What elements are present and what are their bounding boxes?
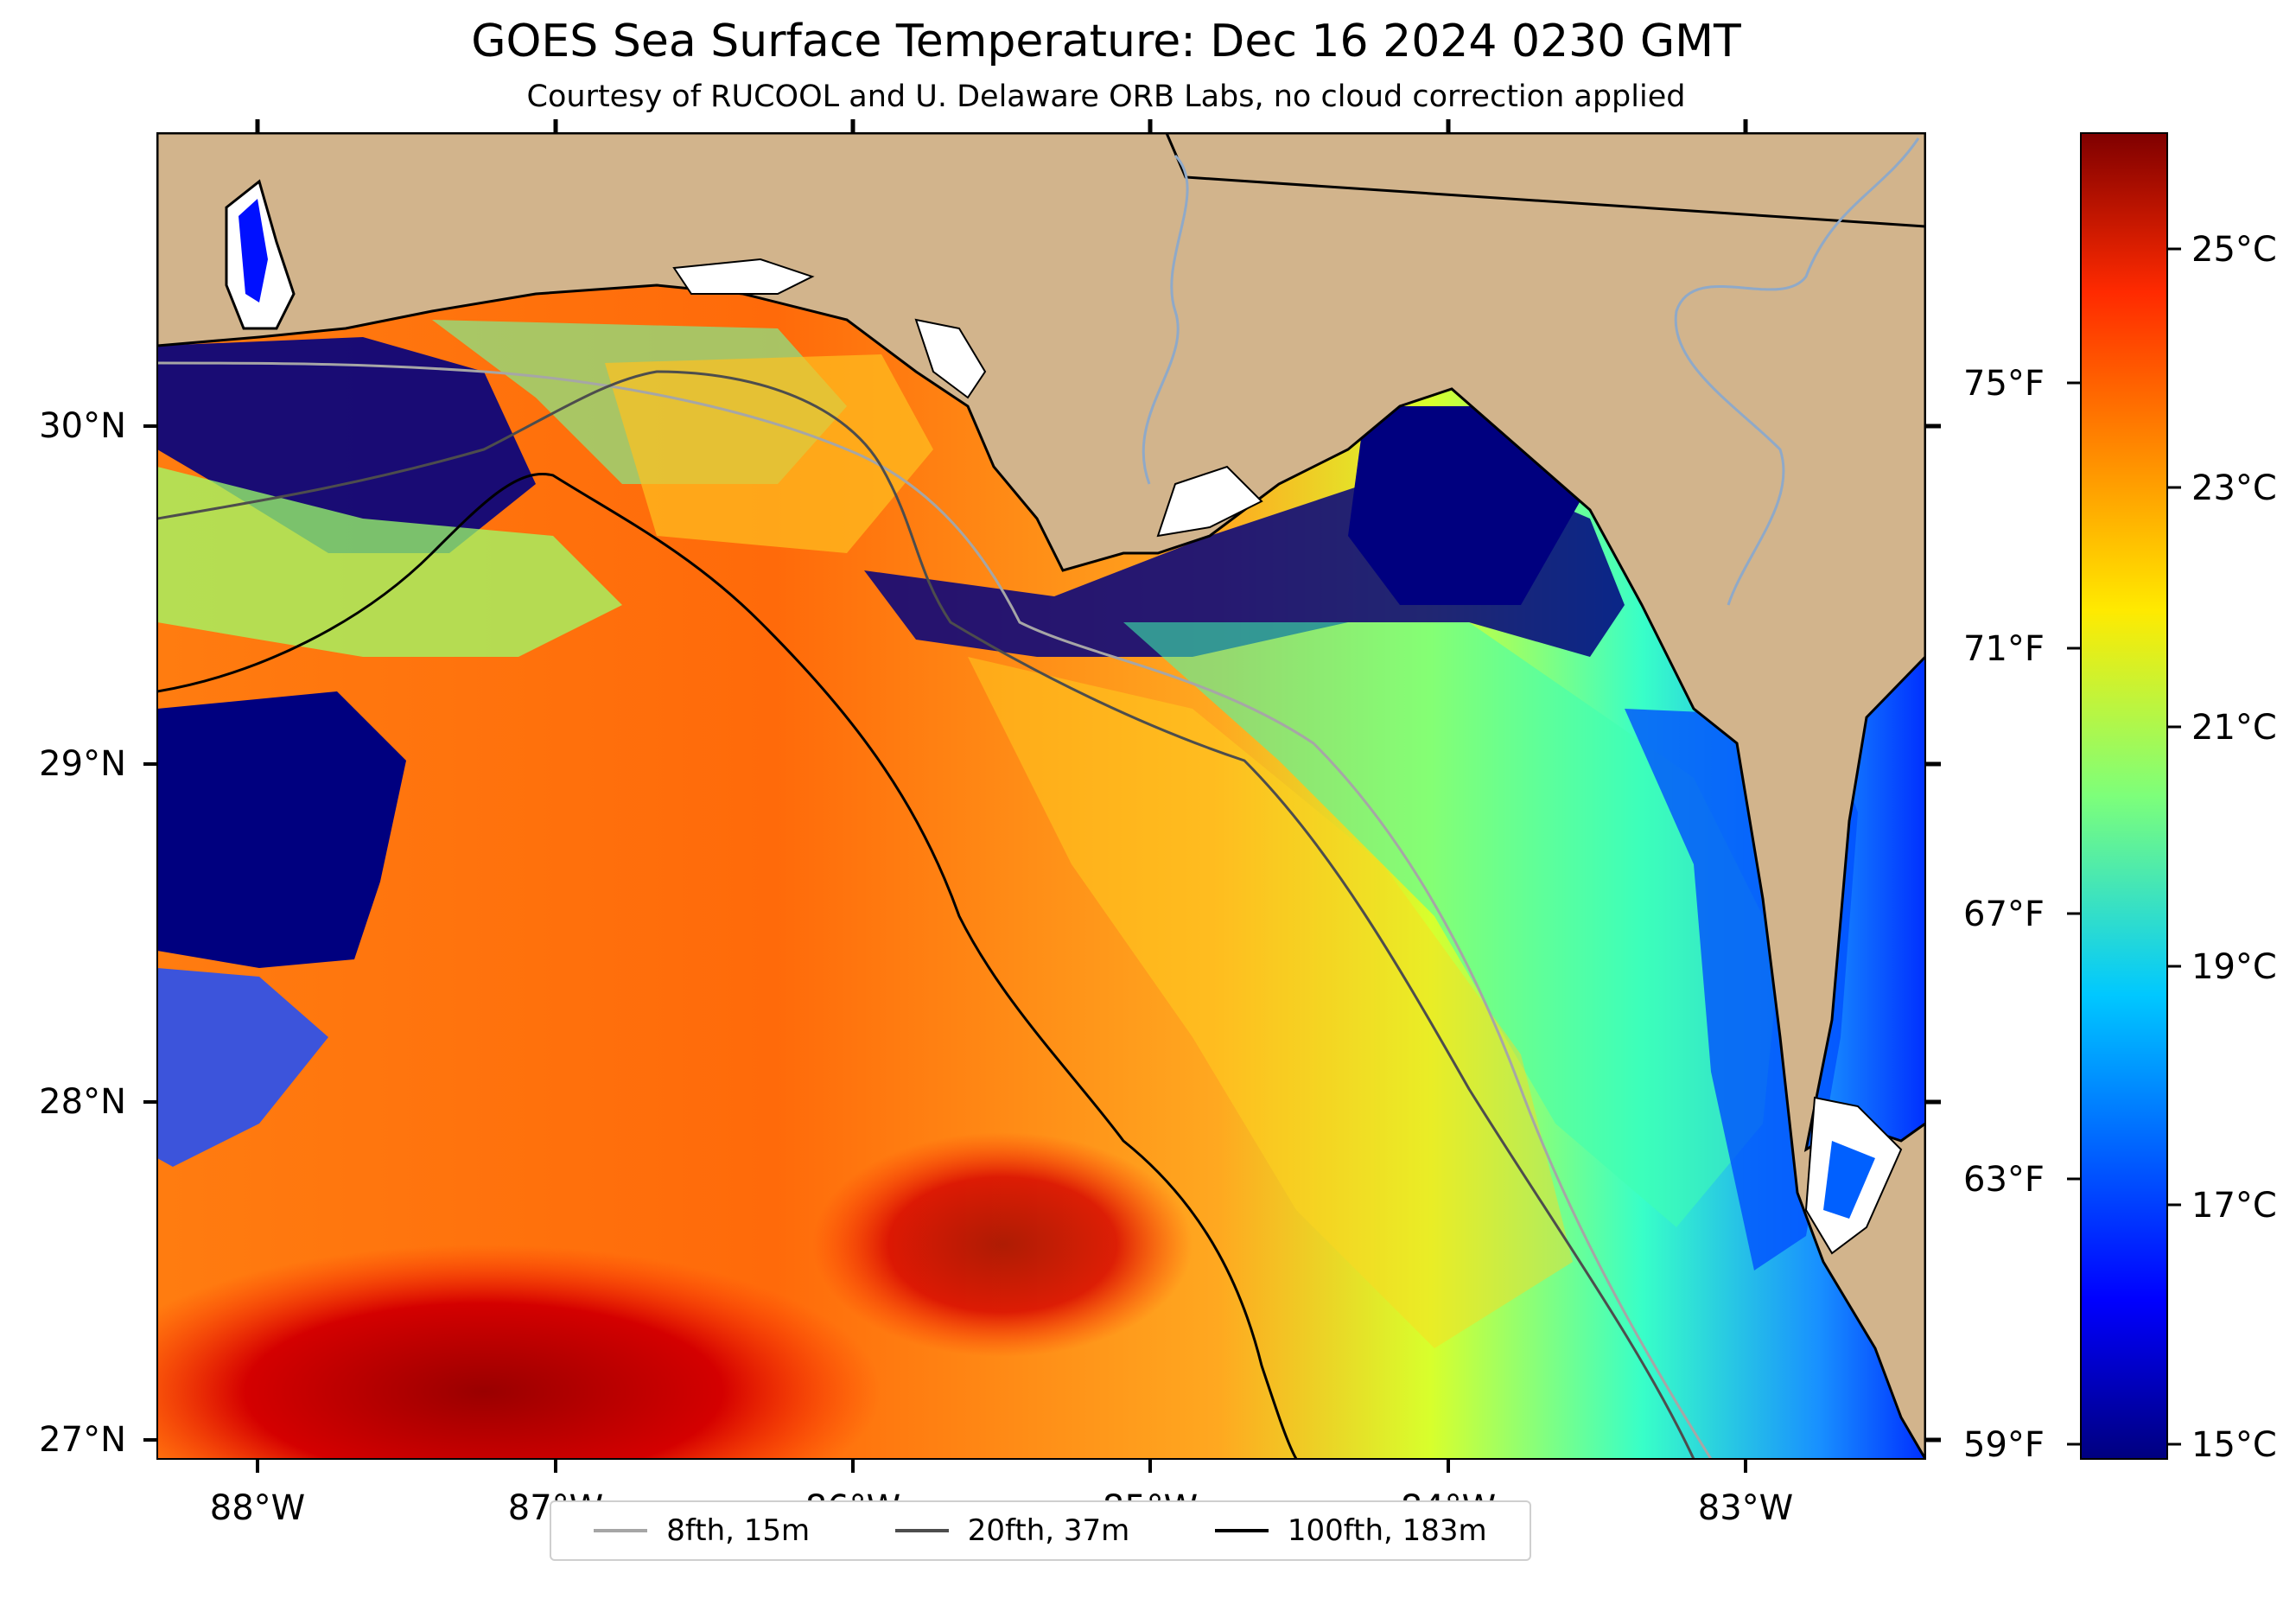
- warm-water-patch: [812, 1132, 1193, 1357]
- mixed-water-patch: [157, 467, 622, 657]
- lat-label-28n: 28°N: [39, 1082, 126, 1122]
- legend-label: 100fth, 183m: [1287, 1513, 1487, 1548]
- colorbar-label-75f: 75°F: [1963, 364, 2045, 404]
- river: [1674, 137, 1920, 606]
- lon-label-88w: 88°W: [210, 1488, 305, 1528]
- legend-swatch-light-gray: [594, 1529, 648, 1532]
- isobath-15m: [157, 361, 1713, 1459]
- lat-label-29n: 29°N: [39, 744, 126, 784]
- colorbar-label-21c: 21°C: [2191, 708, 2277, 748]
- bay-water: [1823, 1141, 1875, 1219]
- mid-shelf-water: [968, 657, 1573, 1348]
- map-title: GOES Sea Surface Temperature: Dec 16 202…: [471, 16, 1741, 67]
- colorbar-label-67f: 67°F: [1963, 895, 2045, 934]
- cool-shelf-water: [1123, 622, 1780, 1227]
- choctawhatchee-bay: [914, 318, 987, 399]
- legend-item-37m: 20fth, 37m: [894, 1513, 1130, 1548]
- legend-label: 8fth, 15m: [666, 1513, 811, 1548]
- isobath-legend: 8fth, 15m 20fth, 37m 100fth, 183m: [550, 1500, 1531, 1561]
- legend-label: 20fth, 37m: [967, 1513, 1130, 1548]
- sst-map: [157, 133, 1925, 1459]
- legend-item-15m: 8fth, 15m: [594, 1513, 810, 1548]
- colorbar-label-59f: 59°F: [1963, 1425, 2045, 1465]
- legend-swatch-dark-gray: [894, 1529, 949, 1532]
- isobath-183m: [157, 473, 1298, 1459]
- lon-label-83w: 83°W: [1698, 1488, 1793, 1528]
- apalachicola-bay: [1156, 465, 1263, 538]
- legend-swatch-black: [1214, 1529, 1269, 1532]
- lat-label-30n: 30°N: [39, 406, 126, 446]
- map-frame: [156, 132, 1926, 1460]
- warm-shelf-patch: [605, 354, 933, 553]
- colorbar: 25°C 23°C 21°C 19°C 17°C 15°C 75°F 71°F …: [1963, 132, 2277, 1465]
- latitude-axis: 30°N 29°N 28°N 27°N: [39, 406, 1941, 1460]
- map-subtitle: Courtesy of RUCOOL and U. Delaware ORB L…: [526, 80, 1686, 114]
- cold-water-patch: [157, 691, 406, 968]
- bay-water: [239, 199, 268, 303]
- colorbar-label-17c: 17°C: [2191, 1186, 2277, 1226]
- colorbar-gradient: [2080, 132, 2168, 1460]
- colorbar-label-63f: 63°F: [1963, 1160, 2045, 1200]
- river: [1142, 154, 1189, 485]
- lat-label-27n: 27°N: [39, 1420, 126, 1460]
- colorbar-label-71f: 71°F: [1963, 629, 2045, 669]
- colorbar-label-19c: 19°C: [2191, 947, 2277, 987]
- legend-item-183m: 100fth, 183m: [1214, 1513, 1487, 1548]
- cool-water-patch: [157, 968, 328, 1167]
- colorbar-label-23c: 23°C: [2191, 468, 2277, 508]
- pensacola-bay: [672, 258, 815, 295]
- colorbar-label-25c: 25°C: [2191, 230, 2277, 270]
- colorbar-label-15c: 15°C: [2191, 1425, 2277, 1465]
- isobath-37m: [157, 370, 1695, 1459]
- warm-water-patch: [157, 1245, 881, 1459]
